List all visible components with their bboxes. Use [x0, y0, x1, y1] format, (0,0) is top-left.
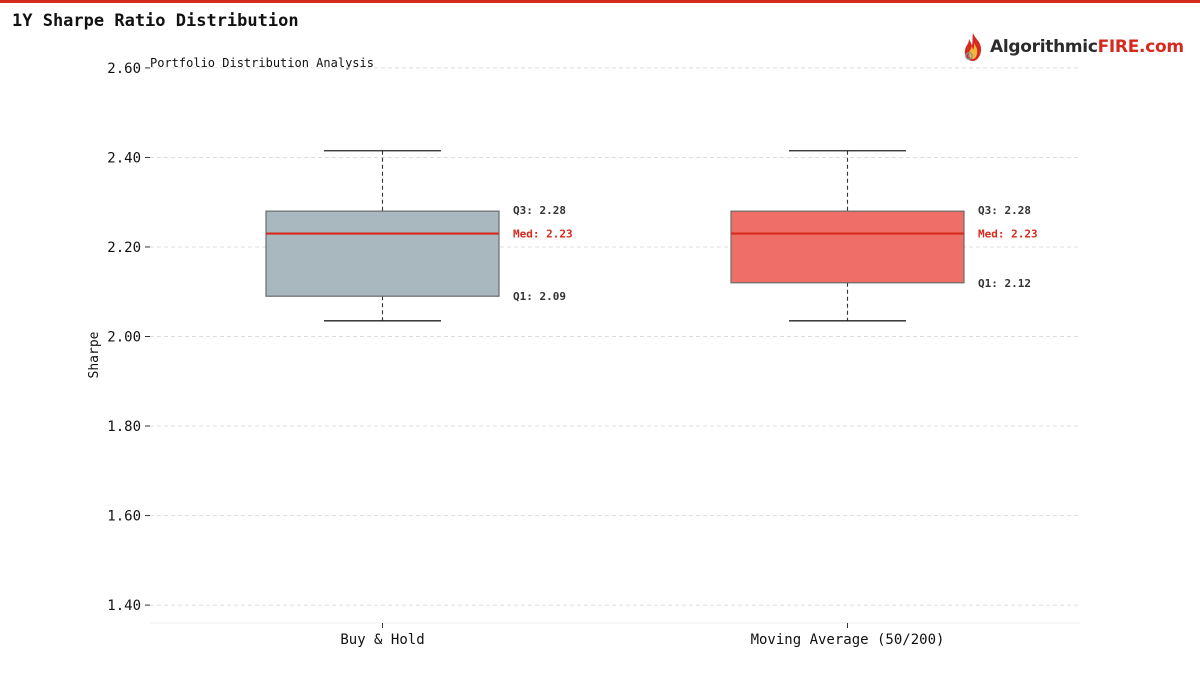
- box-layer: Q3: 2.28 Med: 2.23 Q1: 2.09 Q3: 2.28 Med: 2.…: [265, 150, 1038, 322]
- x-tick-label: Moving Average (50/200): [751, 632, 945, 648]
- chart-subtitle: Portfolio Distribution Analysis: [150, 56, 374, 70]
- y-tick-label: 2.00: [107, 330, 141, 346]
- q3-label: Q3: 2.28: [513, 204, 566, 217]
- box-group: Q3: 2.28 Med: 2.23 Q1: 2.12: [730, 150, 1038, 322]
- median-label: Med: 2.23: [513, 228, 573, 241]
- y-tick-label: 2.20: [107, 240, 141, 256]
- x-tick-label: Buy & Hold: [340, 632, 424, 648]
- y-axis: 1.40 1.60 1.80 2.00 2.20 2.40 2.60: [107, 61, 150, 614]
- y-axis-label: Sharpe: [87, 331, 102, 378]
- q1-label: Q1: 2.12: [978, 277, 1031, 290]
- y-tick-label: 1.40: [107, 598, 141, 614]
- median-label: Med: 2.23: [978, 228, 1038, 241]
- flame-icon: [964, 33, 982, 61]
- x-axis: Buy & Hold Moving Average (50/200): [150, 622, 1080, 648]
- y-tick-label: 1.80: [107, 419, 141, 435]
- iqr-box: [730, 210, 965, 284]
- top-accent-bar: [0, 0, 1200, 3]
- page-title: 1Y Sharpe Ratio Distribution: [12, 11, 299, 31]
- q1-label: Q1: 2.09: [513, 290, 566, 303]
- brand-logo[interactable]: AlgorithmicFIRE.com: [960, 30, 1184, 64]
- iqr-box: [265, 210, 500, 297]
- logo-text-main: Algorithmic: [990, 37, 1098, 57]
- q3-label: Q3: 2.28: [978, 204, 1031, 217]
- grid-layer: [150, 67, 1080, 606]
- logo-text-accent: FIRE.com: [1097, 37, 1184, 57]
- y-tick-label: 2.60: [107, 61, 141, 77]
- y-tick-label: 1.60: [107, 509, 141, 525]
- y-tick-label: 2.40: [107, 150, 141, 166]
- box-group: Q3: 2.28 Med: 2.23 Q1: 2.09: [265, 150, 573, 322]
- logo-text: AlgorithmicFIRE.com: [990, 37, 1184, 57]
